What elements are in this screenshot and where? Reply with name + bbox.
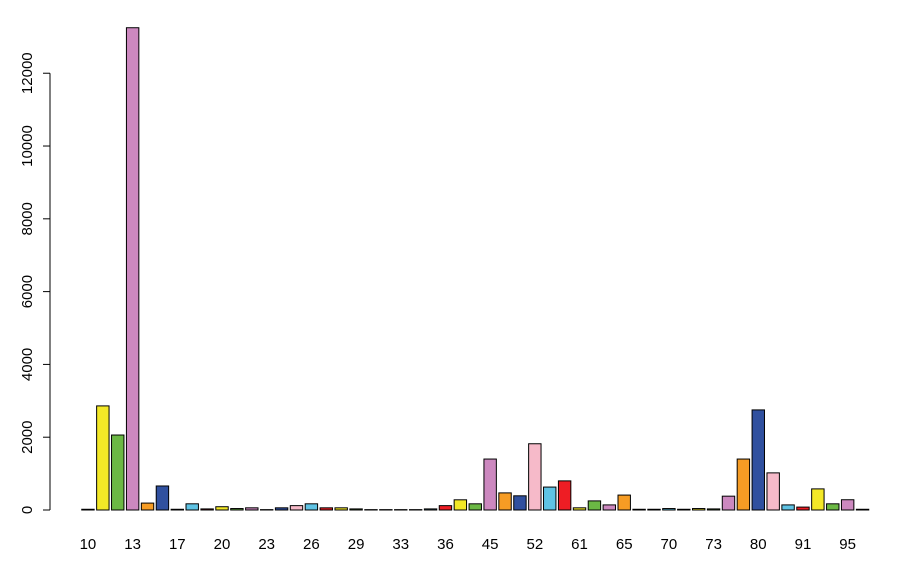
bar xyxy=(483,458,497,511)
bar xyxy=(245,507,259,511)
bar xyxy=(125,27,140,511)
x-tick-label: 45 xyxy=(482,536,499,553)
bar xyxy=(855,508,870,511)
bar xyxy=(632,508,646,511)
bar xyxy=(721,495,736,511)
bar xyxy=(557,480,572,511)
y-tick-label: 10000 xyxy=(19,125,36,167)
y-tick-label: 8000 xyxy=(19,202,36,235)
bar xyxy=(215,506,229,511)
bar xyxy=(617,494,631,511)
bar xyxy=(796,506,810,511)
bar xyxy=(334,507,348,511)
x-tick-label: 73 xyxy=(705,536,722,553)
y-tick-label: 12000 xyxy=(19,52,36,94)
bar xyxy=(468,503,482,511)
bar xyxy=(781,504,795,511)
bar xyxy=(662,508,676,511)
bar xyxy=(111,434,125,511)
x-tick-label: 95 xyxy=(839,536,856,553)
bar xyxy=(751,409,765,511)
x-tick-label: 23 xyxy=(258,536,275,553)
bar xyxy=(736,458,751,511)
bar xyxy=(587,500,602,511)
bar xyxy=(826,503,840,511)
bar xyxy=(319,507,333,511)
bar xyxy=(230,508,244,511)
bar xyxy=(840,499,855,511)
x-tick-label: 17 xyxy=(169,536,186,553)
bar xyxy=(289,505,304,511)
x-tick-label: 52 xyxy=(526,536,543,553)
bar xyxy=(766,472,780,511)
bar xyxy=(811,488,825,511)
bar xyxy=(170,508,185,511)
bar xyxy=(423,508,438,511)
bar xyxy=(155,485,170,511)
x-tick-label: 10 xyxy=(80,536,97,553)
bar xyxy=(513,495,527,511)
bar xyxy=(543,486,557,511)
bar xyxy=(304,503,319,511)
bar xyxy=(498,492,512,511)
x-tick-label: 61 xyxy=(571,536,588,553)
bar xyxy=(647,508,661,511)
bar xyxy=(200,508,214,511)
bar xyxy=(706,508,721,511)
bar xyxy=(349,508,363,511)
x-tick-label: 33 xyxy=(392,536,409,553)
bar xyxy=(140,502,155,511)
bar xyxy=(677,508,691,511)
x-tick-label: 65 xyxy=(616,536,633,553)
x-tick-label: 26 xyxy=(303,536,320,553)
bar xyxy=(185,503,199,511)
bar xyxy=(438,505,453,511)
x-tick-label: 70 xyxy=(661,536,678,553)
bar xyxy=(274,507,289,511)
bar xyxy=(81,508,95,511)
bar xyxy=(96,405,110,511)
y-tick-label: 6000 xyxy=(19,275,36,308)
y-tick-label: 0 xyxy=(19,506,36,514)
x-tick-label: 91 xyxy=(795,536,812,553)
bar xyxy=(572,507,587,511)
y-tick-label: 4000 xyxy=(19,348,36,381)
x-tick-label: 36 xyxy=(437,536,454,553)
bar xyxy=(691,508,706,511)
bar xyxy=(453,499,468,511)
x-tick-label: 80 xyxy=(750,536,767,553)
x-tick-label: 29 xyxy=(348,536,365,553)
bar xyxy=(528,443,542,511)
x-tick-label: 13 xyxy=(124,536,141,553)
y-tick-label: 2000 xyxy=(19,421,36,454)
x-tick-label: 20 xyxy=(214,536,231,553)
bar xyxy=(602,504,617,511)
